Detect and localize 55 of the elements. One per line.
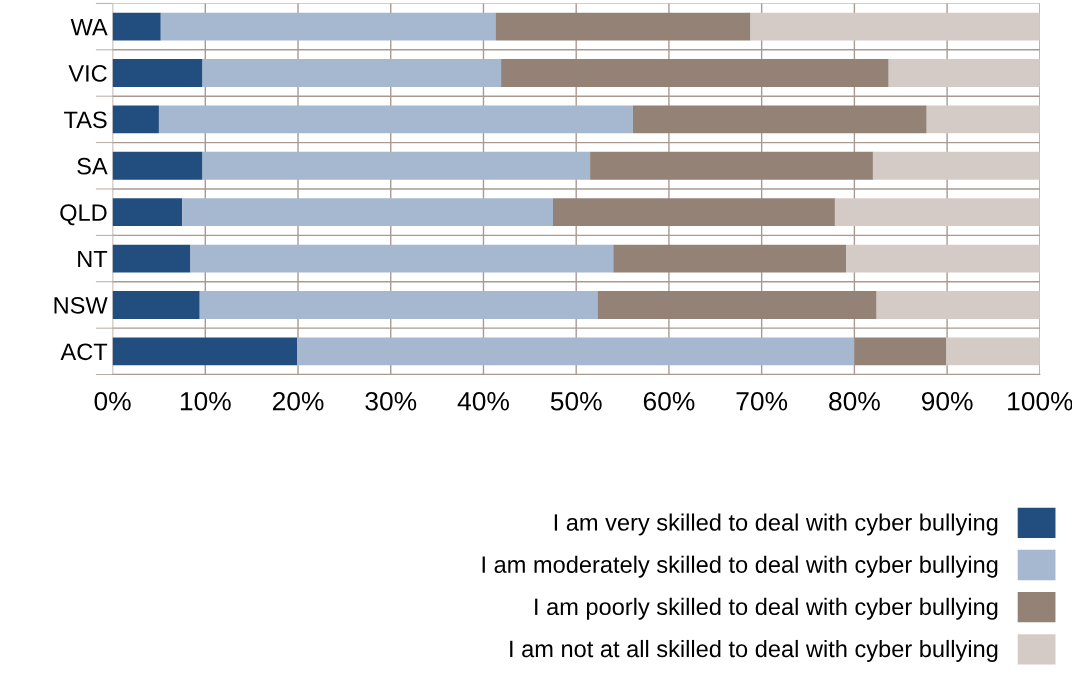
x-tick-label: 50%: [550, 391, 602, 411]
x-tick-label: 60%: [643, 391, 695, 411]
bar: [597, 291, 877, 319]
x-tick-label: 40%: [457, 391, 509, 411]
y-tick-label: WA: [70, 18, 108, 36]
bar: [112, 105, 159, 134]
x-tick-label: 90%: [921, 391, 973, 411]
bar: [846, 244, 1040, 273]
bar: [112, 198, 183, 227]
bar: [112, 337, 298, 366]
bar: [112, 59, 203, 87]
bar: [926, 105, 1040, 134]
bar: [872, 151, 1040, 180]
legend-label: I am very skilled to deal with cyber bullying: [554, 513, 998, 536]
y-tick-label: NT: [78, 250, 108, 268]
y-tick-label: ACT: [60, 343, 108, 361]
bar: [590, 151, 873, 180]
bar: [632, 105, 927, 134]
bar: [182, 198, 554, 227]
bar: [158, 105, 633, 134]
bar: [834, 198, 1040, 227]
bar: [297, 337, 855, 366]
x-tick-label: 70%: [736, 391, 788, 411]
bar: [112, 12, 161, 41]
legend-label: I am poorly skilled to deal with cyber bullying: [535, 597, 998, 620]
bar: [112, 151, 203, 180]
y-tick-label: NSW: [54, 297, 108, 314]
bar: [553, 198, 835, 227]
bar: [750, 12, 1040, 41]
y-tick-label: TAS: [64, 111, 107, 129]
bar: [112, 291, 200, 319]
bar: [202, 59, 502, 87]
y-tick-label: VIC: [68, 65, 107, 82]
bar: [202, 151, 591, 180]
bar: [501, 59, 889, 87]
x-tick-label: 30%: [365, 391, 417, 411]
y-tick-label: SA: [77, 157, 108, 175]
bar: [946, 337, 1040, 366]
bar: [854, 337, 947, 366]
x-tick-label: 0%: [94, 391, 131, 411]
x-tick-label: 10%: [180, 391, 231, 411]
bar: [190, 244, 614, 273]
bar: [495, 12, 751, 41]
bar: [199, 291, 598, 319]
legend-label: I am not at all skilled to deal with cyber bullying: [510, 639, 998, 662]
bar: [112, 244, 191, 273]
y-tick-label: QLD: [60, 204, 107, 226]
bar: [613, 244, 847, 273]
x-tick-label: 100%: [1008, 391, 1072, 411]
x-tick-label: 20%: [272, 391, 324, 411]
bar: [888, 59, 1040, 87]
bar: [876, 291, 1040, 319]
bar: [160, 12, 496, 41]
legend-label: I am moderately skilled to deal with cyber bullying: [482, 555, 998, 578]
x-tick-label: 80%: [829, 391, 880, 411]
